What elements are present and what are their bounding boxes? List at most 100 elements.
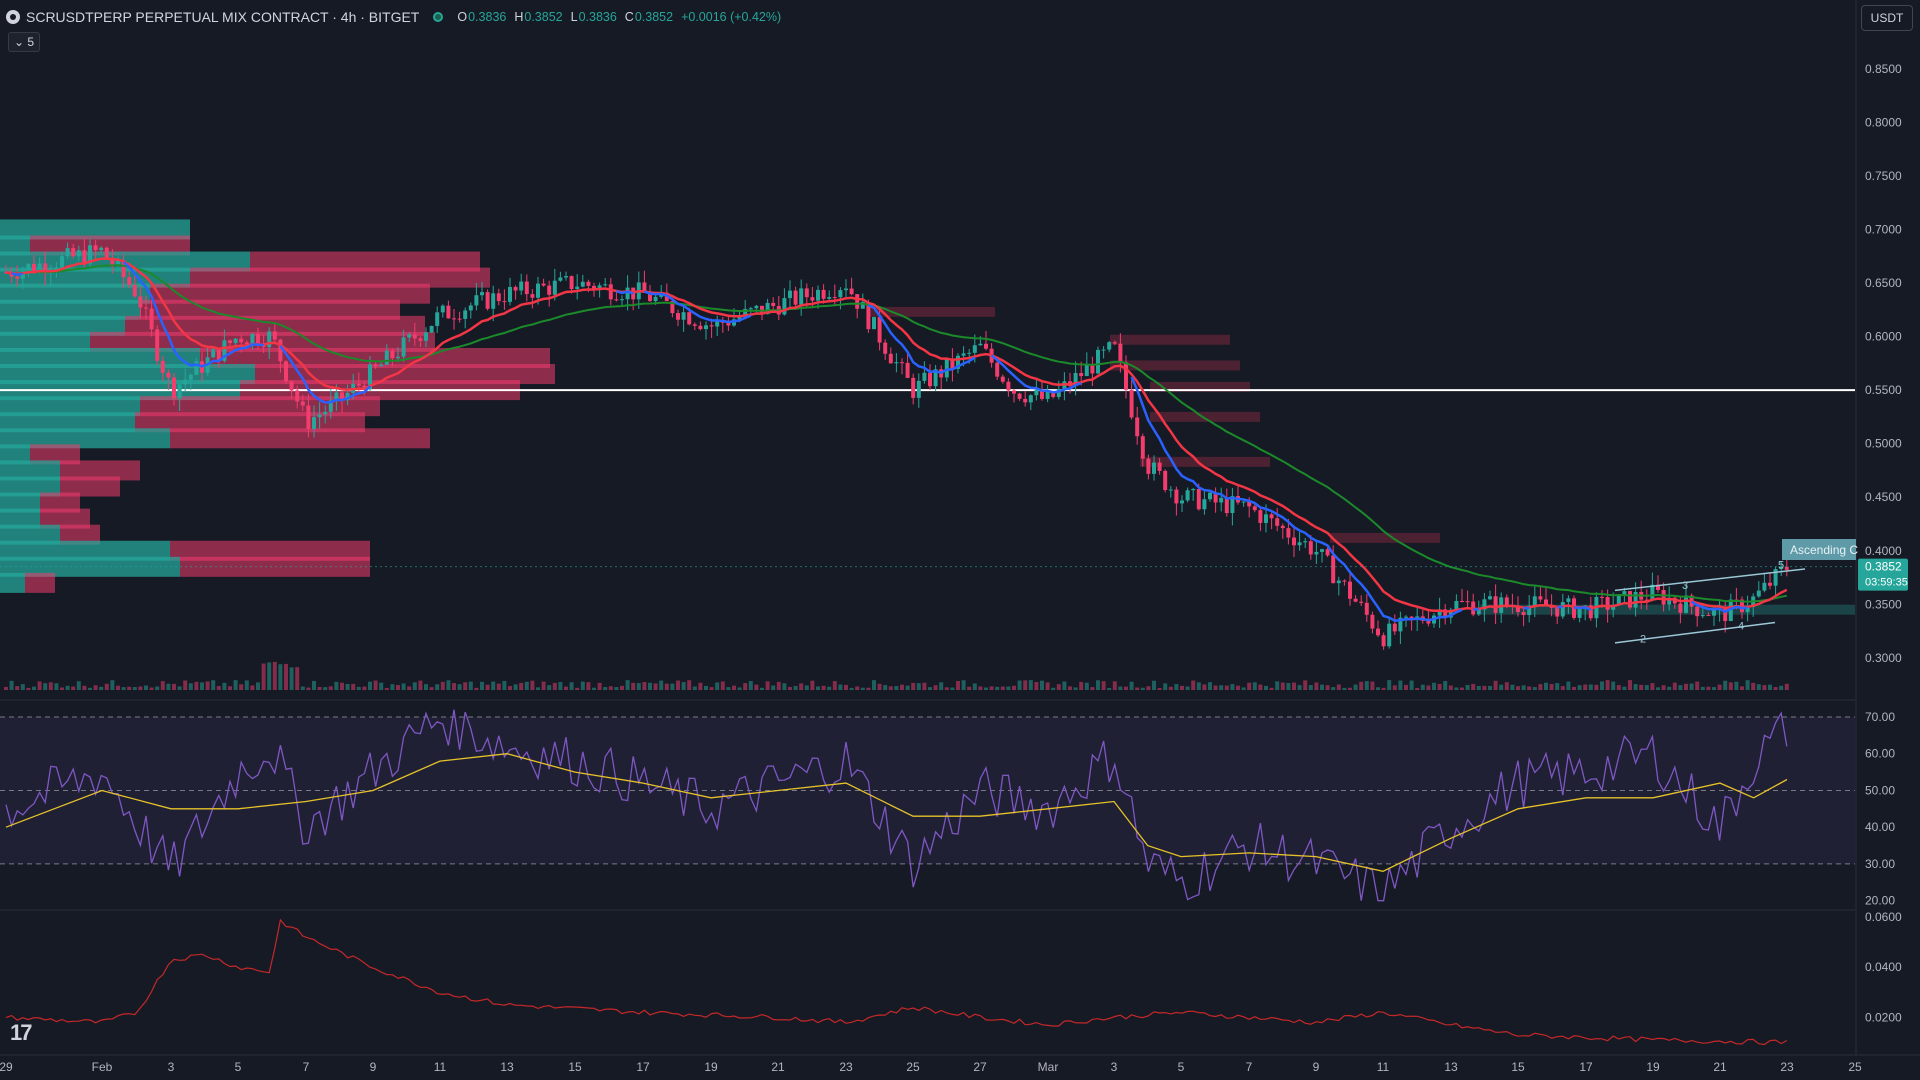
ema-fast-line bbox=[11, 272, 23, 276]
candle-body bbox=[222, 340, 227, 361]
volume-bar bbox=[1678, 685, 1683, 690]
candle-body bbox=[698, 325, 703, 330]
volume-bar bbox=[110, 680, 115, 690]
candle-body bbox=[782, 298, 787, 315]
candle-body bbox=[1600, 596, 1604, 598]
volume-bar bbox=[1146, 686, 1151, 690]
volume-bar bbox=[743, 683, 748, 690]
bottom-tick-label: 0.0400 bbox=[1865, 960, 1902, 974]
candle-body bbox=[407, 334, 412, 338]
candle-body bbox=[37, 263, 42, 272]
volume-bar bbox=[1600, 681, 1604, 690]
candle-body bbox=[1700, 615, 1705, 617]
volume-profile-up-bar bbox=[0, 524, 60, 545]
volume-bar bbox=[368, 681, 372, 690]
volume-bar bbox=[1012, 685, 1016, 690]
candle-body bbox=[429, 325, 434, 333]
open-value: 0.3836 bbox=[468, 10, 507, 24]
volume-bar bbox=[412, 682, 417, 690]
candle-body bbox=[1392, 623, 1397, 632]
candle-body bbox=[261, 344, 266, 348]
volume-bar bbox=[1616, 685, 1621, 690]
candle-body bbox=[1616, 594, 1621, 605]
volume-bar bbox=[855, 686, 860, 690]
candle-body bbox=[608, 284, 613, 300]
volume-bar bbox=[1661, 685, 1666, 690]
time-tick-label: 25 bbox=[1848, 1060, 1862, 1074]
price-tick-label: 0.7500 bbox=[1865, 169, 1902, 183]
volume-bar bbox=[1174, 684, 1179, 690]
volume-profile-up-bar bbox=[0, 572, 25, 593]
candle-body bbox=[1112, 342, 1117, 344]
candle-body bbox=[832, 297, 837, 299]
currency-button[interactable]: USDT bbox=[1861, 5, 1913, 31]
volume-bar bbox=[1644, 685, 1649, 690]
candle-body bbox=[132, 284, 137, 297]
volume-bar bbox=[659, 680, 664, 690]
volume-bar bbox=[317, 686, 322, 690]
candle-body bbox=[368, 364, 372, 390]
candle-body bbox=[827, 297, 832, 299]
time-tick-label: 23 bbox=[1780, 1060, 1794, 1074]
candle-body bbox=[177, 384, 182, 399]
indicators-collapse-button[interactable]: ⌄ 5 bbox=[8, 32, 41, 52]
volume-bar bbox=[1331, 687, 1336, 690]
time-tick-label: 3 bbox=[1111, 1060, 1118, 1074]
candle-body bbox=[446, 305, 451, 319]
volume-bar bbox=[1258, 684, 1263, 690]
candle-body bbox=[1364, 602, 1369, 615]
volume-bar bbox=[480, 681, 484, 690]
time-tick-label: 13 bbox=[500, 1060, 514, 1074]
volume-bar bbox=[950, 687, 955, 690]
pattern-point-label: 2 bbox=[1640, 634, 1646, 646]
candle-body bbox=[1163, 470, 1168, 491]
volume-bar bbox=[928, 687, 932, 690]
price-tick-label: 0.3500 bbox=[1865, 597, 1902, 611]
volume-bar bbox=[166, 683, 171, 690]
volume-bar bbox=[1073, 687, 1078, 690]
price-tick-label: 0.4000 bbox=[1865, 544, 1902, 558]
candle-body bbox=[1493, 596, 1498, 613]
market-status-icon[interactable] bbox=[433, 12, 444, 22]
volume-bar bbox=[1196, 682, 1201, 690]
candle-body bbox=[1516, 605, 1520, 613]
candle-body bbox=[272, 331, 277, 340]
volume-bar bbox=[827, 686, 832, 690]
volume-bar bbox=[771, 685, 776, 690]
candle-body bbox=[844, 288, 848, 291]
time-tick-label: 17 bbox=[636, 1060, 650, 1074]
volume-bar bbox=[737, 687, 742, 690]
volume-bar bbox=[284, 663, 288, 690]
candle-body bbox=[1784, 566, 1789, 570]
volume-profile-down-bar bbox=[60, 524, 100, 545]
candle-body bbox=[1605, 597, 1610, 610]
candle-body bbox=[60, 256, 64, 268]
candle-body bbox=[1376, 628, 1380, 636]
candle-body bbox=[1185, 490, 1190, 501]
volume-bar bbox=[127, 686, 132, 690]
volume-bar bbox=[967, 686, 972, 690]
supply-zone bbox=[870, 306, 995, 317]
volume-bar bbox=[463, 682, 468, 690]
candle-body bbox=[1353, 598, 1358, 602]
high-value: 0.3852 bbox=[524, 10, 563, 24]
volume-profile-down-bar bbox=[30, 235, 190, 256]
volume-bar bbox=[373, 680, 378, 690]
volume-bar bbox=[261, 663, 266, 690]
candle-body bbox=[1084, 364, 1089, 377]
candle-body bbox=[1180, 500, 1184, 504]
volume-profile-up-bar bbox=[0, 444, 30, 465]
supply-zone bbox=[1330, 532, 1440, 543]
candle-body bbox=[1387, 623, 1392, 647]
candle-body bbox=[1667, 597, 1672, 605]
volume-bar bbox=[1062, 681, 1067, 690]
candle-body bbox=[1023, 398, 1028, 403]
volume-bar bbox=[446, 680, 451, 690]
volume-bar bbox=[608, 686, 613, 690]
volume-bar bbox=[132, 687, 137, 690]
symbol-title[interactable]: SCRUSDTPERP PERPETUAL MIX CONTRACT · 4h … bbox=[26, 9, 420, 25]
volume-bar bbox=[1247, 682, 1252, 690]
candle-body bbox=[1241, 501, 1246, 503]
candle-body bbox=[978, 343, 983, 346]
